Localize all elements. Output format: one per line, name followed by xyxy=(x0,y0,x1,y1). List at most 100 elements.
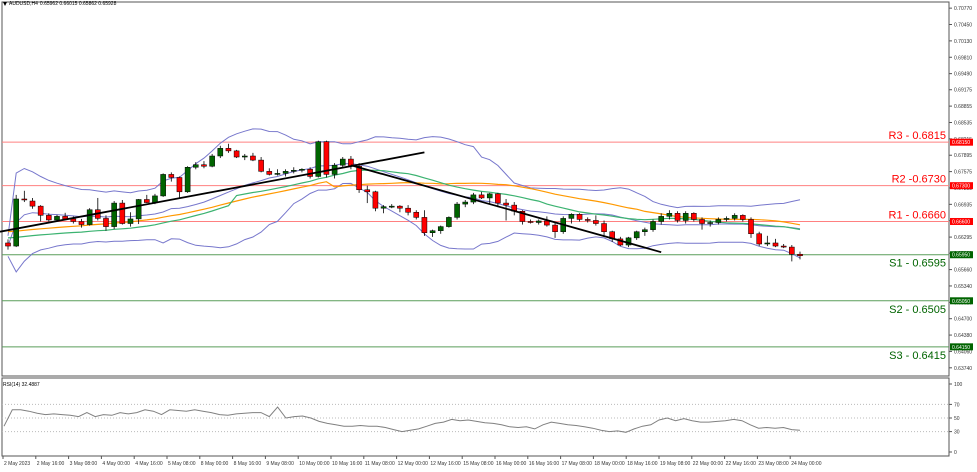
time-tick-label: 17 May 08:00 xyxy=(562,461,593,467)
candle-body-bear xyxy=(103,218,109,227)
candle-body-bear xyxy=(168,174,175,178)
candle xyxy=(388,204,395,209)
candle-body-bull xyxy=(274,173,281,175)
candle xyxy=(119,200,126,225)
candle xyxy=(495,192,501,208)
rsi-tick-label: 30 xyxy=(954,430,960,436)
candle xyxy=(478,191,485,199)
level-price-tag-text: 0.65050 xyxy=(952,299,970,305)
candle xyxy=(454,202,460,220)
moving-average-fast xyxy=(7,169,801,239)
candle-body-bear xyxy=(740,215,746,220)
candle-body-bear xyxy=(356,165,362,191)
candle xyxy=(486,192,493,205)
price-tick-label: 0.64380 xyxy=(954,333,972,339)
candle xyxy=(650,219,656,232)
candle xyxy=(682,211,689,224)
time-tick-label: 16 May 00:00 xyxy=(496,461,527,467)
candle xyxy=(250,152,256,162)
candle-body-bull xyxy=(642,229,648,232)
candle-body-bear xyxy=(691,213,697,220)
trendline-down xyxy=(350,164,662,254)
candle xyxy=(437,225,444,234)
candle-body-bear xyxy=(258,159,264,172)
level-label-r1: R1 - 0.6660 xyxy=(889,209,946,221)
candle xyxy=(715,217,722,225)
candle xyxy=(552,222,558,238)
candle xyxy=(380,205,387,214)
candle-body-bear xyxy=(233,150,240,158)
candle-body-bear xyxy=(421,217,428,233)
time-tick-label: 12 May 00:00 xyxy=(398,461,429,467)
candle-body-bull xyxy=(682,213,689,221)
candle xyxy=(748,217,754,238)
level-label-r2: R2 -0.6730 xyxy=(892,174,946,186)
time-tick-label: 23 May 08:00 xyxy=(758,461,789,467)
candle xyxy=(144,194,150,204)
chart-header: AUDUSD,H4 0.65962 0.66015 0.65862 0.6592… xyxy=(3,1,116,7)
candle-body-bull xyxy=(715,219,722,223)
candle-body-bear xyxy=(748,219,754,235)
candle xyxy=(429,229,436,237)
level-price-tag xyxy=(950,251,973,259)
price-tick-label: 0.70450 xyxy=(954,23,972,29)
candle-body-bull xyxy=(650,221,656,230)
candle xyxy=(13,194,19,248)
candle xyxy=(29,197,36,209)
candle-body-bull xyxy=(290,170,297,172)
candle xyxy=(193,162,199,170)
candle-body-bear xyxy=(789,246,795,255)
candle xyxy=(584,217,591,223)
candle-body-bull xyxy=(86,209,93,225)
symbol-timeframe: AUDUSD,H4 xyxy=(9,1,38,7)
candle-body-bear xyxy=(601,223,607,232)
candle-body-bull xyxy=(707,222,713,224)
candle xyxy=(127,212,134,227)
price-tick-label: 0.69490 xyxy=(954,72,972,78)
level-price-tag xyxy=(950,217,973,225)
candle xyxy=(462,200,469,208)
candle xyxy=(789,245,795,262)
candle xyxy=(266,168,273,176)
candle xyxy=(666,210,673,220)
candle xyxy=(217,145,224,159)
candle-body-bear xyxy=(552,224,558,232)
candle-body-bull xyxy=(723,218,730,220)
candle-body-bull xyxy=(111,202,117,227)
candle-body-bull xyxy=(193,164,199,168)
candle xyxy=(299,168,305,173)
candle xyxy=(274,169,281,176)
dropdown-triangle-icon[interactable] xyxy=(3,2,7,6)
candle xyxy=(111,201,117,230)
candle xyxy=(46,213,52,222)
level-price-tag-text: 0.67300 xyxy=(952,184,970,190)
time-tick-label: 16 May 16:00 xyxy=(529,461,560,467)
level-label-s3: S3 - 0.6415 xyxy=(889,350,946,362)
support-resistance-levels: R3 - 0.6815 0.68150 R2 -0.6730 0.67300 R1 - … xyxy=(2,130,973,362)
candle-body-bull xyxy=(446,217,452,227)
level-label-s2: S2 - 0.6505 xyxy=(889,304,946,316)
candle xyxy=(160,173,166,197)
time-tick-label: 8 May 16:00 xyxy=(234,461,262,467)
price-tick-label: 0.68855 xyxy=(954,104,972,110)
candle xyxy=(723,216,730,222)
candle-body-bull xyxy=(217,148,224,157)
candle xyxy=(756,231,762,247)
time-tick-label: 3 May 08:00 xyxy=(70,461,98,467)
level-price-tag-text: 0.65950 xyxy=(952,253,970,259)
candle xyxy=(797,251,803,260)
price-tick-label: 0.64700 xyxy=(954,317,972,323)
candle xyxy=(642,227,648,236)
candle xyxy=(772,238,779,248)
level-price-tag-text: 0.68150 xyxy=(952,140,970,146)
candle-body-bear xyxy=(29,200,36,207)
candle-body-bull xyxy=(127,218,134,224)
candle-body-bull xyxy=(568,214,575,219)
price-tick-label: 0.70130 xyxy=(954,39,972,45)
candle xyxy=(413,210,420,220)
candle xyxy=(290,167,297,174)
price-tick-label: 0.65340 xyxy=(954,284,972,290)
time-tick-label: 18 May 00:00 xyxy=(594,461,625,467)
candle xyxy=(135,198,142,225)
